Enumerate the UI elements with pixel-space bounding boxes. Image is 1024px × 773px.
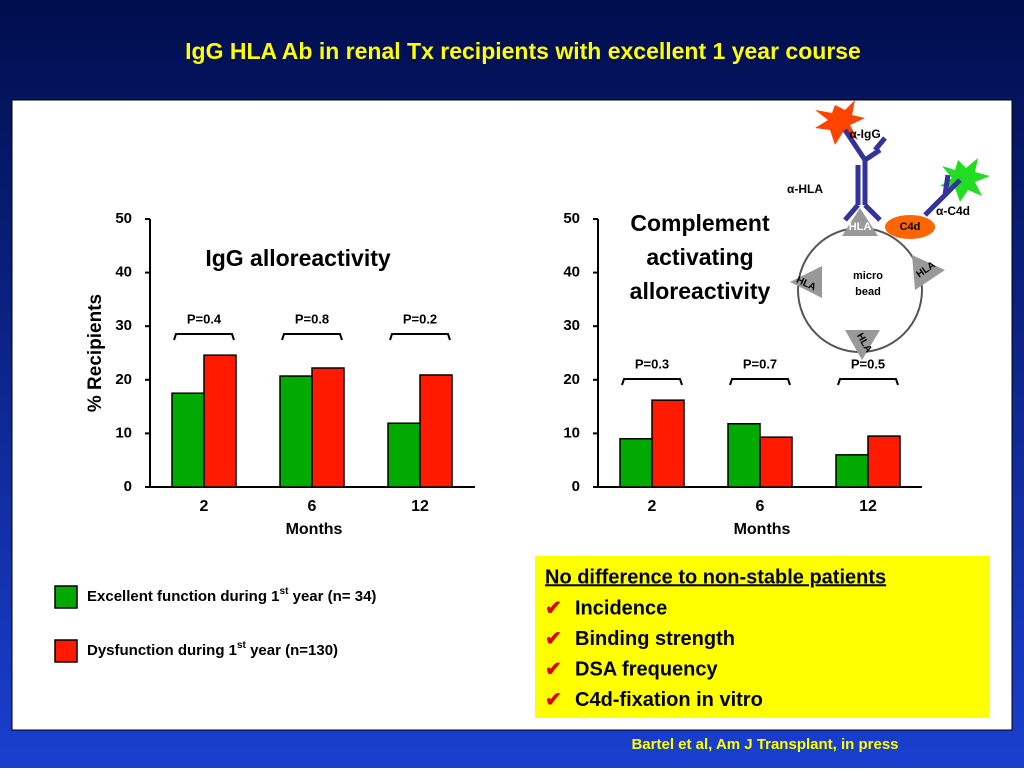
check-mark: ✔	[545, 689, 562, 711]
y-tick-label: 10	[115, 424, 132, 441]
y-tick-label: 40	[563, 264, 580, 281]
bracket	[729, 378, 791, 386]
bar	[171, 392, 205, 488]
legend-swatch	[54, 639, 78, 663]
bar	[387, 422, 421, 488]
legend-label: Dysfunction during 1st year (n=130)	[87, 640, 338, 659]
diagram-label: bead	[855, 286, 881, 298]
check-mark: ✔	[545, 597, 562, 619]
diagram-label: micro	[853, 270, 883, 282]
bracket	[621, 378, 683, 386]
bar	[619, 438, 653, 488]
summary-box	[535, 556, 990, 718]
x-tick-label: 12	[411, 498, 429, 515]
y-axis-label: % Recipients	[85, 294, 106, 412]
box-item: C4d-fixation in vitro	[575, 689, 763, 711]
y-tick-label: 50	[115, 210, 132, 227]
bracket	[281, 333, 343, 341]
bracket	[837, 378, 899, 386]
diagram-label: α-C4d	[936, 204, 970, 218]
bar	[651, 399, 685, 488]
diagram-label: α-HLA	[787, 182, 823, 196]
box-item: Binding strength	[575, 628, 735, 650]
citation: Bartel et al, Am J Transplant, in press	[631, 736, 898, 753]
y-tick-label: 0	[124, 478, 132, 495]
x-tick-label: 2	[648, 498, 657, 515]
diagram-label: C4d	[900, 221, 921, 233]
legend-label: Excellent function during 1st year (n= 3…	[87, 586, 376, 605]
antibody	[842, 128, 887, 222]
hla-triangle	[842, 208, 878, 236]
c4d	[885, 215, 935, 239]
burst	[940, 158, 990, 202]
slide-title: IgG HLA Ab in renal Tx recipients with e…	[185, 38, 861, 64]
diagram	[790, 100, 990, 360]
bar	[727, 423, 761, 488]
y-tick-label: 20	[115, 371, 132, 388]
y-tick-label: 0	[572, 478, 580, 495]
y-tick-label: 30	[115, 317, 132, 334]
burst	[815, 100, 865, 145]
x-tick-label: 6	[308, 498, 317, 515]
hla-triangle	[845, 330, 880, 360]
p-value: P=0.3	[635, 356, 669, 371]
bar	[835, 454, 869, 488]
box-item: DSA frequency	[575, 658, 719, 680]
p-value: P=0.2	[403, 311, 437, 326]
antibody	[923, 174, 962, 217]
p-value: P=0.5	[851, 356, 885, 371]
y-tick-label: 10	[563, 424, 580, 441]
bracket	[389, 333, 451, 341]
bar	[419, 374, 453, 488]
box-item: Incidence	[575, 597, 667, 619]
bar	[759, 436, 793, 488]
bar	[279, 375, 313, 488]
chart-title: Complement activating alloreactivity	[630, 210, 771, 304]
bracket	[173, 333, 235, 341]
check-mark: ✔	[545, 628, 562, 650]
x-tick-label: 6	[756, 498, 765, 515]
p-value: P=0.7	[743, 356, 777, 371]
bar	[203, 354, 237, 488]
hla-triangle	[790, 266, 822, 298]
box-heading: No difference to non-stable patients	[545, 566, 886, 588]
legend-swatch	[54, 585, 78, 609]
p-value: P=0.4	[187, 311, 222, 326]
diagram-label: HLA	[849, 221, 872, 233]
bar	[311, 367, 345, 488]
p-value: P=0.8	[295, 311, 329, 326]
x-axis-label: Months	[286, 521, 343, 538]
y-tick-label: 50	[563, 210, 580, 227]
chart-title: IgG alloreactivity	[205, 245, 391, 271]
check-mark: ✔	[545, 658, 562, 680]
x-tick-label: 12	[859, 498, 877, 515]
hla-triangle	[912, 255, 945, 290]
y-tick-label: 30	[563, 317, 580, 334]
y-tick-label: 20	[563, 371, 580, 388]
bar	[867, 435, 901, 488]
x-axis-label: Months	[734, 521, 791, 538]
x-tick-label: 2	[200, 498, 209, 515]
diagram-label: α-IgG	[849, 127, 880, 141]
y-tick-label: 40	[115, 264, 132, 281]
